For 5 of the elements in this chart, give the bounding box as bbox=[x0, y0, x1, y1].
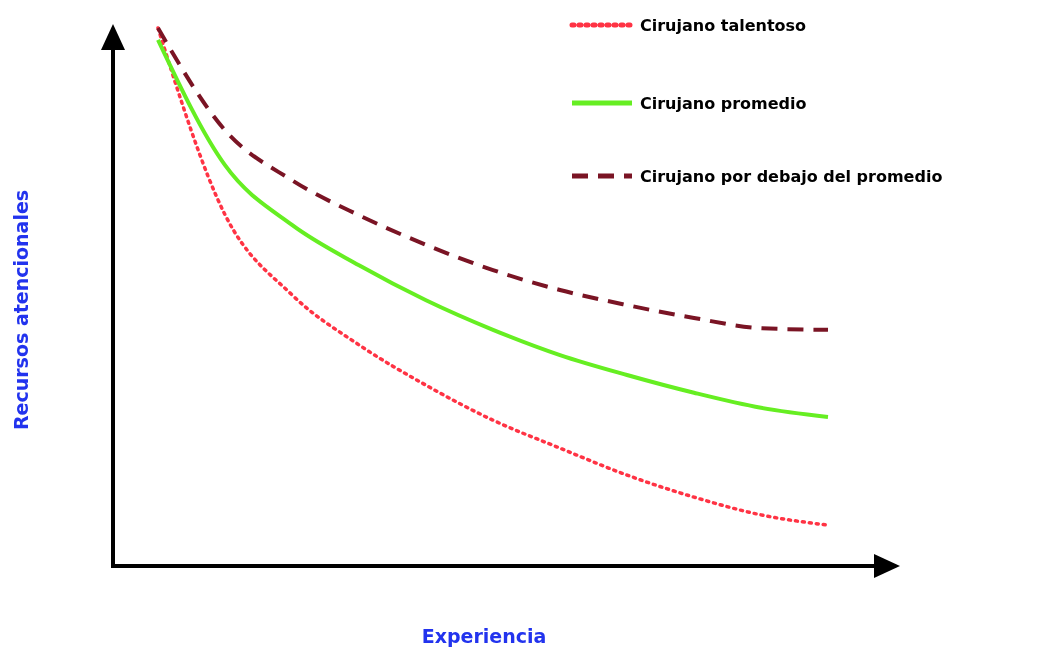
x-axis-title: Experiencia bbox=[421, 625, 547, 647]
legend-label: Cirujano por debajo del promedio bbox=[640, 167, 943, 186]
y-axis-title: Recursos atencionales bbox=[10, 189, 32, 431]
legend-label: Cirujano promedio bbox=[640, 94, 807, 113]
legend-label: Cirujano talentoso bbox=[640, 16, 807, 35]
